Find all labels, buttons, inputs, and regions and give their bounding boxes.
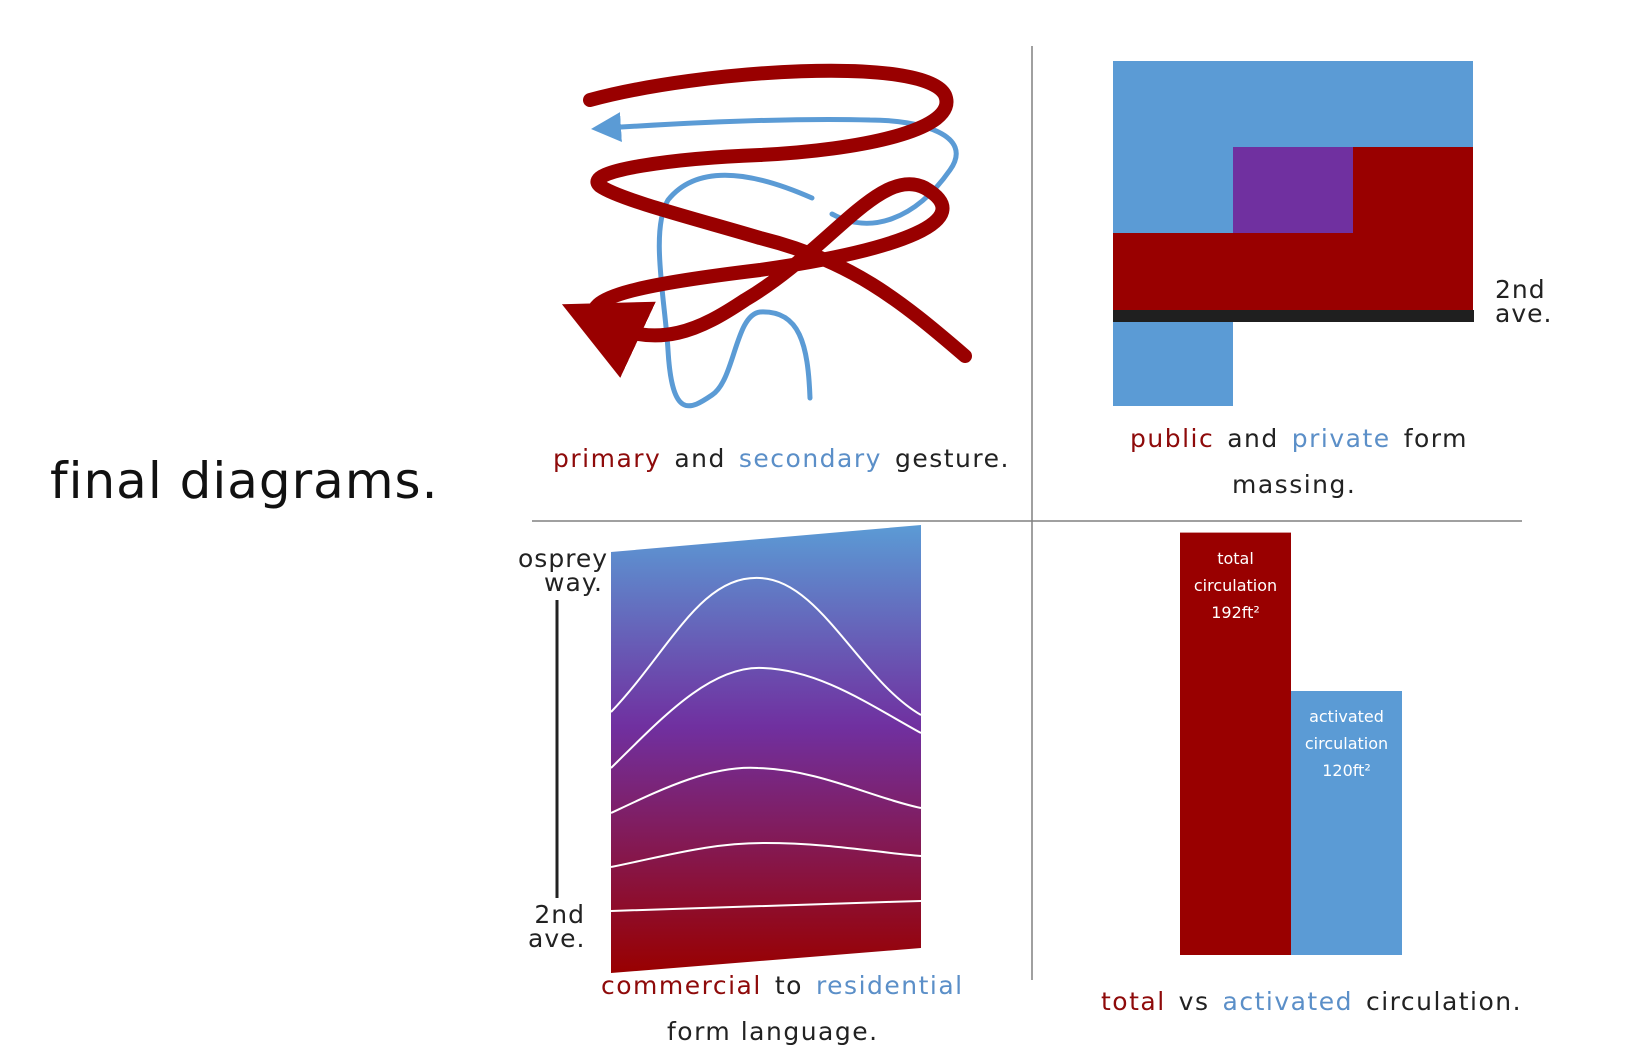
gesture-diagram	[590, 63, 972, 409]
total-bar-label-line: total	[1217, 548, 1254, 568]
caption-word-residential: residential	[815, 971, 964, 1000]
activated-bar-label-line: 120ft²	[1322, 761, 1371, 780]
massing-caption: public and private form	[1130, 424, 1468, 453]
caption-word-gesture: gesture.	[894, 444, 1010, 473]
osprey-way-label: osprey way.	[518, 544, 609, 597]
caption-word-and: and	[674, 444, 726, 473]
form-language-caption-line2: form language.	[667, 1017, 879, 1046]
caption-word-vs: vs	[1178, 987, 1210, 1016]
gesture-caption: primary and secondary gesture.	[553, 444, 1010, 473]
activated-bar	[1291, 691, 1402, 955]
activated-bar-label-line: circulation	[1304, 734, 1389, 753]
total-bar-label-line: 192ft²	[1211, 602, 1260, 622]
second-ave-label: 2nd ave.	[528, 900, 586, 953]
osprey-label-line2: way.	[544, 568, 603, 597]
street-label-line1: 2nd	[1495, 275, 1546, 304]
street-label-line2: ave.	[1495, 299, 1553, 328]
page-title: final diagrams.	[50, 452, 439, 510]
form-language-caption: commercial to residential	[601, 971, 964, 1000]
street-label-2nd-ave: 2nd ave.	[1495, 275, 1553, 328]
caption-word-total: total	[1101, 987, 1166, 1016]
contour-line-4	[610, 841, 922, 868]
caption-word-primary: primary	[553, 444, 662, 473]
massing-caption-line2: massing.	[1232, 470, 1357, 499]
caption-word-commercial: commercial	[601, 971, 762, 1000]
caption-word-public: public	[1130, 424, 1215, 453]
total-bar	[1180, 532, 1291, 955]
caption-word-activated: activated	[1222, 987, 1353, 1016]
street-line	[1113, 310, 1474, 322]
caption-word-and: and	[1227, 424, 1279, 453]
osprey-label-line1: osprey	[518, 544, 609, 573]
primary-gesture-line	[590, 63, 972, 356]
form-language-diagram	[555, 525, 922, 973]
contour-line-3	[610, 766, 922, 814]
second-ave-line2: ave.	[528, 924, 586, 953]
circulation-bars	[1180, 532, 1402, 955]
private-mass-bottom	[1113, 322, 1233, 406]
activated-bar-label-line: activated	[1309, 707, 1384, 726]
total-bar-label-line: circulation	[1193, 575, 1278, 595]
activated-bar-label: activated circulation 120ft²	[1291, 703, 1402, 784]
public-mass-base	[1113, 233, 1473, 311]
total-bar-label: total circulation 192ft²	[1180, 545, 1291, 626]
circulation-caption: total vs activated circulation.	[1101, 987, 1522, 1016]
contour-line-1	[610, 576, 922, 716]
caption-word-secondary: secondary	[738, 444, 882, 473]
public-mass-upper	[1353, 147, 1473, 235]
second-ave-line1: 2nd	[534, 900, 585, 929]
massing-diagram	[1113, 61, 1474, 406]
caption-word-private: private	[1291, 424, 1391, 453]
caption-word-circulation: circulation.	[1365, 987, 1523, 1016]
contour-line-5	[610, 900, 922, 912]
contour-line-2	[610, 666, 922, 769]
overlap-mass	[1233, 147, 1353, 233]
caption-word-form: form	[1403, 424, 1468, 453]
caption-word-to: to	[774, 971, 803, 1000]
